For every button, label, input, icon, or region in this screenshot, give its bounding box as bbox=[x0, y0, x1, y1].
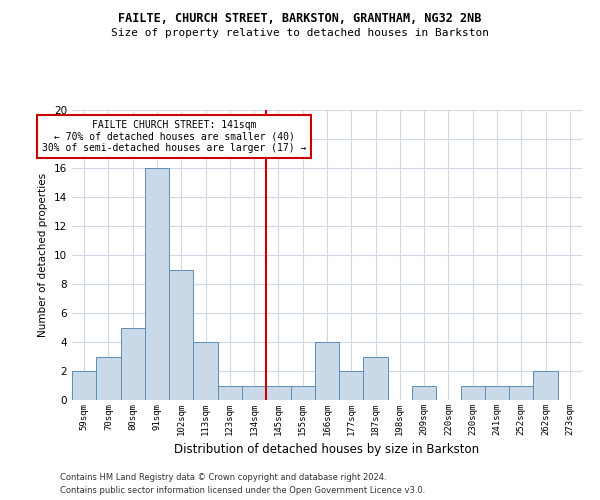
Bar bbox=[412, 386, 436, 400]
Bar bbox=[509, 386, 533, 400]
Text: Size of property relative to detached houses in Barkston: Size of property relative to detached ho… bbox=[111, 28, 489, 38]
Bar bbox=[461, 386, 485, 400]
Bar bbox=[145, 168, 169, 400]
Bar bbox=[290, 386, 315, 400]
Bar bbox=[218, 386, 242, 400]
Bar bbox=[72, 371, 96, 400]
Text: FAILTE, CHURCH STREET, BARKSTON, GRANTHAM, NG32 2NB: FAILTE, CHURCH STREET, BARKSTON, GRANTHA… bbox=[118, 12, 482, 26]
Text: Contains HM Land Registry data © Crown copyright and database right 2024.: Contains HM Land Registry data © Crown c… bbox=[60, 474, 386, 482]
Y-axis label: Number of detached properties: Number of detached properties bbox=[38, 173, 49, 337]
X-axis label: Distribution of detached houses by size in Barkston: Distribution of detached houses by size … bbox=[175, 444, 479, 456]
Bar bbox=[364, 356, 388, 400]
Text: FAILTE CHURCH STREET: 141sqm
← 70% of detached houses are smaller (40)
30% of se: FAILTE CHURCH STREET: 141sqm ← 70% of de… bbox=[42, 120, 306, 154]
Bar bbox=[169, 270, 193, 400]
Bar bbox=[193, 342, 218, 400]
Bar bbox=[266, 386, 290, 400]
Bar bbox=[533, 371, 558, 400]
Bar bbox=[121, 328, 145, 400]
Text: Contains public sector information licensed under the Open Government Licence v3: Contains public sector information licen… bbox=[60, 486, 425, 495]
Bar bbox=[96, 356, 121, 400]
Bar bbox=[315, 342, 339, 400]
Bar bbox=[485, 386, 509, 400]
Bar bbox=[339, 371, 364, 400]
Bar bbox=[242, 386, 266, 400]
